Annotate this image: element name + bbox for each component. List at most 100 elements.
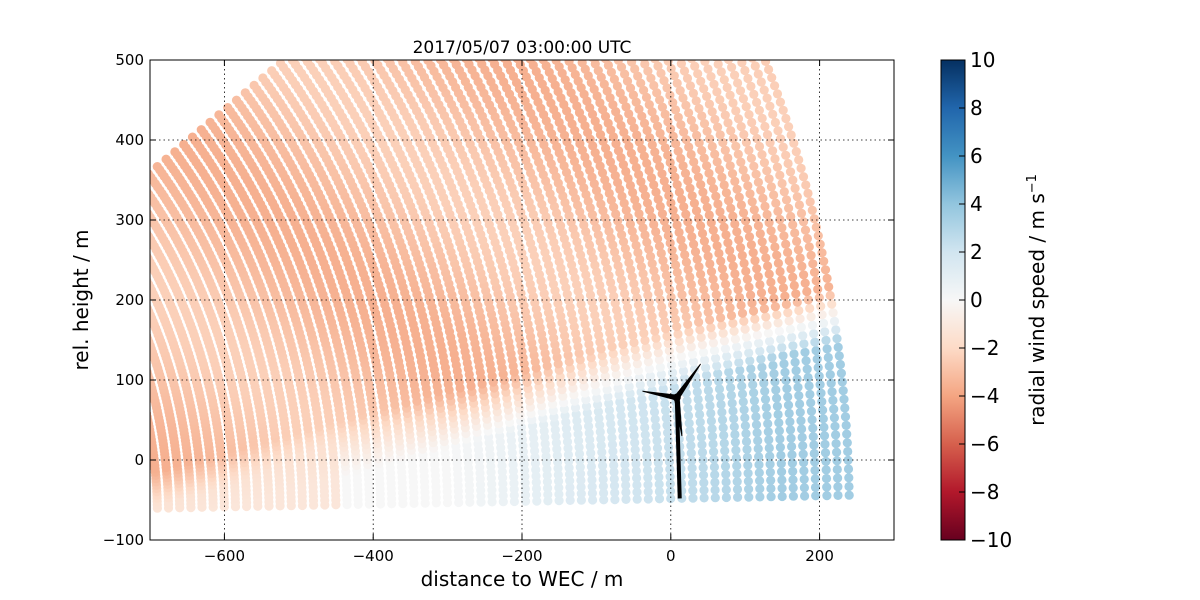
scan-point xyxy=(751,169,761,179)
scan-point xyxy=(631,452,641,462)
scan-point xyxy=(612,305,622,315)
scan-point xyxy=(699,485,709,495)
scan-point xyxy=(666,360,677,370)
scan-point xyxy=(701,363,711,373)
scan-point xyxy=(800,491,810,501)
scan-point xyxy=(642,458,652,468)
scan-point xyxy=(731,453,741,463)
scan-point xyxy=(612,376,622,386)
scan-point xyxy=(542,477,553,487)
scan-point xyxy=(799,339,809,349)
scan-point xyxy=(635,254,645,265)
scan-point xyxy=(695,325,705,335)
scan-point xyxy=(700,195,710,205)
scan-point xyxy=(792,297,802,307)
scan-point xyxy=(624,109,634,119)
scan-point xyxy=(775,97,786,107)
scan-point xyxy=(803,188,813,198)
colorbar-label-superscript: −1 xyxy=(1025,174,1040,193)
scan-point xyxy=(619,127,629,137)
scan-point xyxy=(820,327,830,337)
scan-point xyxy=(635,380,645,390)
scan-point xyxy=(615,397,625,407)
scan-point xyxy=(837,377,847,387)
scan-point xyxy=(636,262,647,272)
scan-point xyxy=(826,378,836,388)
scan-point xyxy=(621,487,631,497)
scan-point xyxy=(461,60,471,64)
scan-point xyxy=(538,60,548,65)
scan-point xyxy=(647,107,657,117)
scan-point xyxy=(820,448,831,458)
scan-point xyxy=(627,226,637,236)
scan-point xyxy=(652,443,663,453)
scan-point xyxy=(691,164,701,175)
scan-point xyxy=(551,60,561,65)
scan-point xyxy=(608,446,618,456)
scan-point xyxy=(645,251,656,262)
scan-point xyxy=(700,355,710,365)
scan-point xyxy=(686,342,696,352)
scan-point xyxy=(702,202,712,212)
scan-point xyxy=(621,295,631,305)
scan-point xyxy=(651,227,661,237)
scan-point xyxy=(653,61,663,71)
scan-point xyxy=(809,267,820,277)
scan-point xyxy=(781,299,792,309)
scan-point xyxy=(719,438,729,448)
scan-point xyxy=(370,60,380,65)
scan-point xyxy=(619,446,629,456)
scan-point xyxy=(665,285,675,295)
scan-point xyxy=(822,344,832,354)
scan-point xyxy=(788,341,798,351)
scan-point xyxy=(685,183,695,193)
scan-point xyxy=(661,270,672,280)
scan-point xyxy=(608,132,619,142)
scan-point xyxy=(772,393,782,403)
scan-point xyxy=(654,241,665,251)
scan-point xyxy=(752,97,762,107)
scan-point xyxy=(697,447,708,457)
turbine-hub xyxy=(672,393,681,402)
scan-point xyxy=(685,81,696,91)
scan-point xyxy=(617,333,627,343)
scan-point xyxy=(631,162,641,173)
scan-point xyxy=(668,299,678,310)
scan-point xyxy=(297,48,306,57)
scan-point xyxy=(330,60,340,66)
scan-point xyxy=(694,262,704,272)
scan-point xyxy=(205,117,215,127)
scan-point xyxy=(598,474,608,484)
scan-point xyxy=(638,408,649,418)
scan-point xyxy=(684,418,694,428)
scan-point xyxy=(720,446,730,456)
scan-point xyxy=(659,216,670,226)
scan-point xyxy=(715,207,725,217)
scan-point xyxy=(196,125,206,135)
scan-point xyxy=(649,266,659,276)
scan-point xyxy=(815,239,825,249)
scan-point xyxy=(629,337,639,348)
scan-point xyxy=(720,145,730,155)
scan-point xyxy=(621,205,631,215)
scan-point xyxy=(663,117,673,127)
scan-point xyxy=(708,274,718,284)
scan-point xyxy=(652,340,662,350)
scan-point xyxy=(783,308,793,318)
scan-point xyxy=(728,318,738,328)
scan-point xyxy=(697,145,707,156)
scan-point xyxy=(744,492,754,502)
scan-point xyxy=(650,114,660,124)
scan-point xyxy=(679,202,689,212)
scan-point xyxy=(357,60,367,67)
scan-point xyxy=(592,393,602,403)
scan-point xyxy=(665,486,676,496)
scan-point xyxy=(576,469,586,479)
scan-point xyxy=(802,364,812,374)
scan-point xyxy=(732,484,743,494)
scan-point xyxy=(735,243,746,253)
scan-point xyxy=(352,48,361,57)
scan-point xyxy=(774,426,785,436)
scan-point xyxy=(665,479,675,489)
scan-point xyxy=(817,248,827,258)
